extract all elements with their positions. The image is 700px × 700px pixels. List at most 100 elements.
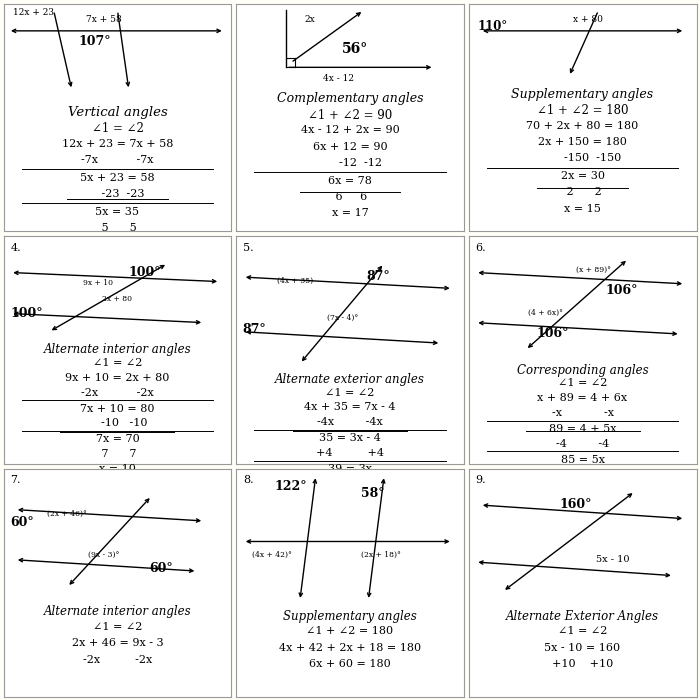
Text: +4          +4: +4 +4	[316, 448, 384, 458]
Text: -4x         -4x: -4x -4x	[317, 417, 383, 427]
Text: ∠1 = ∠2: ∠1 = ∠2	[558, 626, 607, 636]
Text: 12x + 23: 12x + 23	[13, 8, 54, 17]
Text: 2x + 46 = 9x - 3: 2x + 46 = 9x - 3	[71, 638, 163, 648]
Text: -2x           -2x: -2x -2x	[81, 388, 154, 398]
Text: Alternate exterior angles: Alternate exterior angles	[275, 373, 425, 386]
Text: (9x - 3)°: (9x - 3)°	[88, 551, 119, 559]
Text: 110°: 110°	[477, 20, 508, 33]
Text: -7x           -7x: -7x -7x	[81, 155, 154, 165]
Text: 160°: 160°	[560, 498, 592, 511]
Text: 87°: 87°	[366, 270, 390, 284]
Text: 5x = 35: 5x = 35	[95, 206, 139, 217]
Text: 7x = 70: 7x = 70	[96, 434, 139, 444]
Text: 8.: 8.	[243, 475, 253, 485]
Text: x = 17: x = 17	[332, 209, 368, 218]
Text: x = 17: x = 17	[564, 484, 601, 494]
Text: (4x + 35): (4x + 35)	[277, 277, 313, 285]
Text: 60°: 60°	[149, 562, 173, 575]
Text: 2      2: 2 2	[563, 188, 602, 197]
Text: 60°: 60°	[10, 517, 34, 529]
Text: 2x + 80: 2x + 80	[102, 295, 132, 303]
Text: Corresponding angles: Corresponding angles	[517, 364, 648, 377]
Text: -12  -12: -12 -12	[318, 158, 382, 168]
Text: Complementary angles: Complementary angles	[276, 92, 424, 106]
Text: 6     6: 6 6	[332, 192, 368, 202]
Text: ∠1 + ∠2 = 180: ∠1 + ∠2 = 180	[307, 626, 393, 636]
Text: 7x + 10 = 80: 7x + 10 = 80	[80, 404, 155, 414]
Text: 4x + 35 = 7x - 4: 4x + 35 = 7x - 4	[304, 402, 395, 412]
Text: 9.: 9.	[475, 475, 486, 485]
Text: 3     3: 3 3	[332, 479, 368, 489]
Text: x + 89 = 4 + 6x: x + 89 = 4 + 6x	[538, 393, 628, 403]
Text: ∠1 = ∠2: ∠1 = ∠2	[93, 358, 142, 368]
Text: 107°: 107°	[78, 36, 111, 48]
Text: 6x + 60 = 180: 6x + 60 = 180	[309, 659, 391, 669]
Text: 12x + 23 = 7x + 58: 12x + 23 = 7x + 58	[62, 139, 173, 149]
Text: 9x + 10 = 2x + 80: 9x + 10 = 2x + 80	[65, 373, 169, 383]
Text: 5x + 23 = 58: 5x + 23 = 58	[80, 173, 155, 183]
Text: Alternate interior angles: Alternate interior angles	[43, 606, 191, 618]
Text: ∠1 = ∠2: ∠1 = ∠2	[93, 622, 142, 631]
Text: 6x + 12 = 90: 6x + 12 = 90	[313, 141, 387, 152]
Text: 106°: 106°	[606, 284, 638, 297]
Text: (x + 89)°: (x + 89)°	[575, 266, 610, 274]
Text: (7x - 4)°: (7x - 4)°	[327, 314, 358, 321]
Text: x = 15: x = 15	[564, 204, 601, 214]
Text: 4x + 42 + 2x + 18 = 180: 4x + 42 + 2x + 18 = 180	[279, 643, 421, 652]
Text: 7.: 7.	[10, 475, 21, 485]
Text: -23  -23: -23 -23	[91, 189, 144, 199]
Text: 106°: 106°	[537, 327, 569, 340]
Text: 39 = 3x: 39 = 3x	[328, 464, 372, 474]
Text: -2x          -2x: -2x -2x	[83, 654, 152, 664]
Text: (4x + 42)°: (4x + 42)°	[252, 551, 292, 559]
Text: 5      5: 5 5	[98, 223, 137, 233]
Text: 5x - 10: 5x - 10	[596, 555, 630, 564]
Text: 2x: 2x	[304, 15, 315, 24]
Text: -x            -x: -x -x	[552, 408, 613, 418]
Text: 7x + 58: 7x + 58	[85, 15, 121, 24]
Text: ∠1 = ∠2: ∠1 = ∠2	[558, 379, 607, 389]
Text: 85 = 5x: 85 = 5x	[561, 455, 605, 465]
Text: (2x + 46)°: (2x + 46)°	[47, 510, 87, 517]
Text: ∠1 + ∠2 = 180: ∠1 + ∠2 = 180	[537, 104, 629, 118]
Text: 122°: 122°	[274, 480, 307, 493]
Text: ∠1 = ∠2: ∠1 = ∠2	[92, 122, 144, 136]
Text: Vertical angles: Vertical angles	[68, 106, 167, 119]
Text: ∠1 = ∠2: ∠1 = ∠2	[326, 388, 374, 398]
Text: x = 7: x = 7	[103, 239, 132, 250]
Text: 9x + 10: 9x + 10	[83, 279, 113, 287]
Text: ∠1 + ∠2 = 90: ∠1 + ∠2 = 90	[308, 108, 392, 122]
Text: 5.: 5.	[243, 243, 253, 253]
Text: Supplementary angles: Supplementary angles	[283, 610, 417, 623]
Text: -4         -4: -4 -4	[556, 439, 609, 449]
Text: 100°: 100°	[129, 266, 162, 279]
Text: 35 = 3x - 4: 35 = 3x - 4	[319, 433, 381, 443]
Text: 4x - 12: 4x - 12	[323, 74, 354, 83]
Text: 6x = 78: 6x = 78	[328, 176, 372, 186]
Text: 70 + 2x + 80 = 180: 70 + 2x + 80 = 180	[526, 120, 638, 131]
Text: 5      5: 5 5	[563, 470, 602, 480]
Text: 2x + 150 = 180: 2x + 150 = 180	[538, 137, 627, 147]
Text: +10    +10: +10 +10	[552, 659, 613, 669]
Text: 89 = 4 + 5x: 89 = 4 + 5x	[549, 424, 616, 434]
Text: (4 + 6x)°: (4 + 6x)°	[528, 309, 563, 317]
Text: 4.: 4.	[10, 243, 21, 253]
Text: x + 80: x + 80	[573, 15, 603, 24]
Text: 87°: 87°	[243, 323, 267, 335]
Text: (2x + 18)°: (2x + 18)°	[361, 551, 401, 559]
Text: 56°: 56°	[342, 42, 368, 56]
Text: 5x - 10 = 160: 5x - 10 = 160	[545, 643, 621, 652]
Text: Alternate interior angles: Alternate interior angles	[43, 343, 191, 356]
Text: -10   -10: -10 -10	[88, 419, 148, 428]
Text: Supplementary angles: Supplementary angles	[512, 88, 654, 101]
Text: 7      7: 7 7	[98, 449, 136, 459]
Text: -150  -150: -150 -150	[543, 153, 622, 164]
Text: 58°: 58°	[361, 486, 384, 500]
Text: 6.: 6.	[475, 243, 486, 253]
Text: x = 13: x = 13	[332, 494, 368, 503]
Text: 2x = 30: 2x = 30	[561, 171, 605, 181]
Text: Alternate Exterior Angles: Alternate Exterior Angles	[506, 610, 659, 623]
Text: 100°: 100°	[10, 307, 43, 320]
Text: x = 10: x = 10	[99, 464, 136, 474]
Text: 4x - 12 + 2x = 90: 4x - 12 + 2x = 90	[300, 125, 400, 135]
